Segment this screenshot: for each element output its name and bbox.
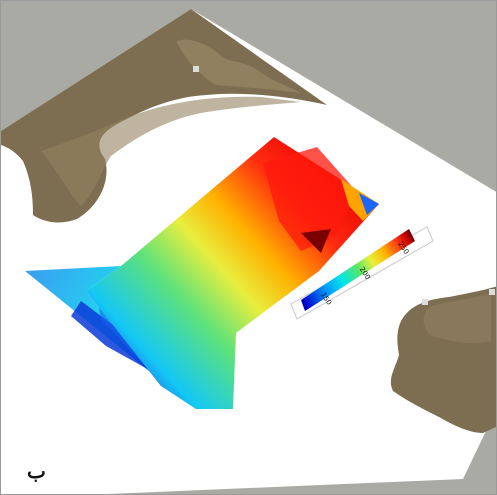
building-marker-icon [193,66,199,72]
terrain-top-ridge [176,39,301,93]
colorbar-gradient [301,229,415,311]
contour-edge-cool [359,193,379,215]
contour-high-zone [263,147,356,251]
terrain-bottom-highlight [423,293,491,344]
building-marker-icon-3 [489,289,495,295]
contour-peak-zone [301,229,331,253]
building-marker-icon-2 [422,299,428,305]
panel-label: ب [27,459,46,483]
terrain-top-highlight [41,96,301,206]
